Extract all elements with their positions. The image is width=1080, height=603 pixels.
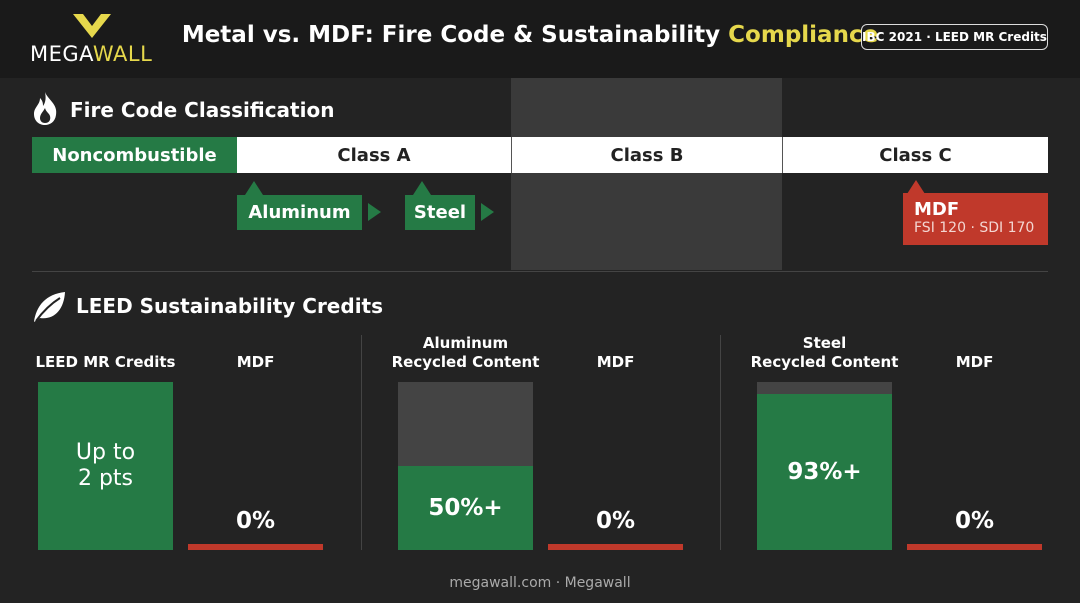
tag-pointer [907, 180, 925, 194]
bar-label: LEED MR Credits [18, 353, 193, 372]
bar-label-line: MDF [955, 353, 994, 371]
bar-label-line: Aluminum [422, 334, 509, 352]
panel-divider [720, 335, 721, 550]
fire-icon [34, 92, 57, 125]
logo-text: WALL [92, 42, 153, 66]
value-label: 93%+ [787, 458, 862, 485]
bar [907, 544, 1042, 550]
logo: MEGAWALL [30, 42, 152, 66]
bar [548, 544, 683, 550]
section-title: LEED Sustainability Credits [76, 294, 384, 318]
tag: Steel [405, 195, 475, 230]
scale-cell: Class C [782, 137, 1048, 173]
title-text: Compliance [728, 22, 879, 48]
section-title: Fire Code Classification [70, 98, 335, 122]
scale-cell: Class B [511, 137, 782, 173]
bar-label: Aluminum Recycled Content [378, 334, 553, 372]
bar-label-line: LEED MR Credits [35, 353, 176, 371]
bar-label: Steel Recycled Content [737, 334, 912, 372]
bar [38, 382, 173, 550]
title-text: Metal vs. MDF: Fire Code & Sustainabilit… [181, 22, 721, 48]
mdf-label: MDF [914, 199, 960, 220]
tag-pointer [245, 181, 263, 195]
bar-label-line: Recycled Content [391, 353, 540, 371]
bar [398, 466, 533, 550]
value-label: 50%+ [428, 495, 503, 521]
bar-label-line: MDF [596, 353, 635, 371]
bar-label: MDF [168, 353, 343, 372]
footer: megawall.com · Megawall [449, 575, 631, 591]
logo-icon [73, 14, 111, 38]
mdf-tag: MDF FSI 120 · SDI 170 [903, 193, 1048, 245]
bar [188, 544, 323, 550]
tag: Aluminum [237, 195, 362, 230]
value-label: 0% [235, 508, 276, 534]
scale-cell: Class A [237, 137, 511, 173]
tag-arrow [368, 203, 381, 221]
mdf-detail: FSI 120 · SDI 170 [914, 220, 1035, 236]
value-label: 0% [595, 508, 636, 534]
value-label: Up to 2 pts [75, 440, 136, 491]
leaf-icon [34, 292, 65, 322]
bar-label-line: MDF [236, 353, 275, 371]
divider [32, 271, 1048, 272]
value-label: 0% [954, 508, 995, 534]
logo-text: MEGA [30, 42, 93, 66]
bar-label-line: Recycled Content [750, 353, 899, 371]
panel-divider [361, 335, 362, 550]
highlight-column [511, 78, 782, 270]
badge: IBC 2021 · LEED MR Credits [861, 24, 1048, 50]
scale-cell: Noncombustible [32, 137, 237, 173]
bar-label: MDF [887, 353, 1062, 372]
title: Metal vs. MDF: Fire Code & Sustainabilit… [180, 22, 880, 48]
tag-arrow [481, 203, 494, 221]
bar-label-line: Steel [802, 334, 847, 352]
header [0, 0, 1080, 78]
tag-pointer [413, 181, 431, 195]
bar-label: MDF [528, 353, 703, 372]
bar [757, 393, 892, 550]
